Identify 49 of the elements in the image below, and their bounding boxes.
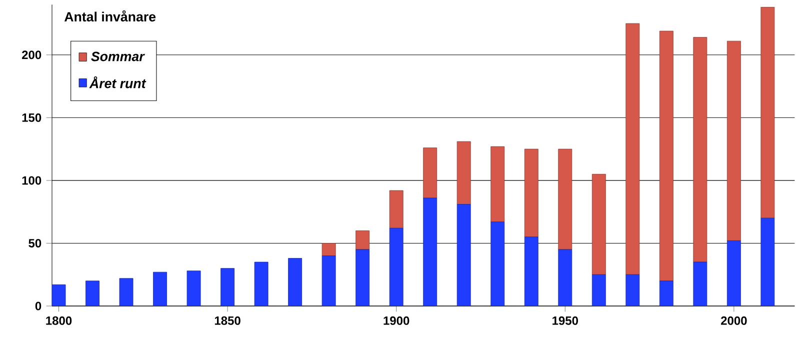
bar bbox=[592, 174, 606, 275]
bar bbox=[456, 204, 471, 306]
bar bbox=[760, 6, 775, 218]
legend-label: Året runt bbox=[89, 76, 146, 88]
bar bbox=[220, 268, 234, 306]
y-tick-label: 100 bbox=[22, 176, 42, 185]
legend-label: Sommar bbox=[91, 52, 145, 62]
x-tick-label: 1900 bbox=[384, 316, 410, 325]
x-tick-label: 1950 bbox=[552, 316, 578, 325]
y-tick-label: 50 bbox=[28, 238, 42, 248]
bar bbox=[52, 284, 66, 306]
bar bbox=[693, 262, 708, 306]
bar bbox=[423, 148, 438, 198]
bar bbox=[760, 218, 775, 306]
bar bbox=[119, 278, 134, 306]
bar bbox=[659, 30, 674, 282]
y-tick-label: 200 bbox=[22, 50, 42, 60]
x-tick-label: 2000 bbox=[720, 316, 747, 325]
bar bbox=[86, 280, 100, 306]
bar bbox=[490, 222, 505, 306]
x-tick-label: 1850 bbox=[214, 316, 240, 325]
bar bbox=[524, 236, 538, 306]
bar bbox=[356, 249, 370, 306]
bar bbox=[322, 256, 336, 306]
bar bbox=[389, 228, 404, 306]
bar bbox=[356, 230, 370, 250]
bar bbox=[254, 262, 268, 306]
bar bbox=[186, 270, 201, 306]
bar bbox=[490, 146, 505, 222]
bar bbox=[626, 274, 640, 306]
bar bbox=[524, 148, 538, 238]
bar bbox=[592, 274, 606, 306]
bar bbox=[693, 37, 708, 262]
bar bbox=[659, 280, 674, 306]
bar bbox=[423, 198, 438, 306]
chart-title: Antal invånare bbox=[64, 10, 156, 22]
bar bbox=[456, 141, 471, 204]
bar bbox=[558, 249, 572, 306]
x-tick-label: 1800 bbox=[46, 316, 72, 325]
bar bbox=[288, 258, 302, 306]
bar bbox=[726, 40, 741, 241]
bar bbox=[389, 190, 404, 228]
bar bbox=[322, 243, 336, 256]
y-tick-label: 0 bbox=[35, 302, 42, 310]
bar bbox=[626, 23, 640, 275]
bar bbox=[726, 240, 741, 306]
bar bbox=[558, 148, 572, 250]
y-tick-label: 150 bbox=[22, 113, 42, 122]
bar bbox=[153, 272, 167, 306]
